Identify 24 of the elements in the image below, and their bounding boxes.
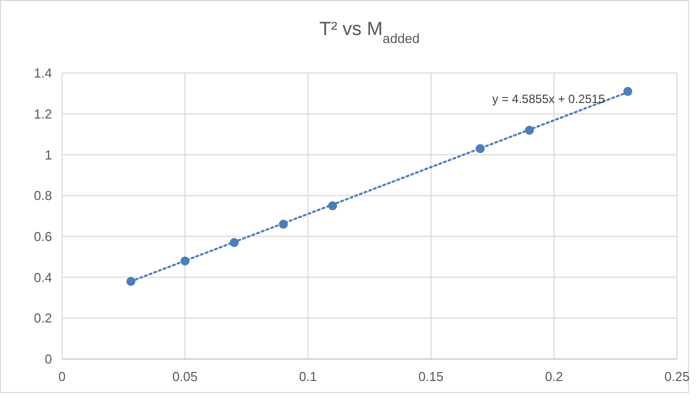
point <box>230 238 239 248</box>
y-tick-label: 0.4 <box>34 270 52 285</box>
y-tick-label: 1 <box>44 147 52 162</box>
point <box>328 201 338 210</box>
y-tick-label: 1.4 <box>34 66 52 81</box>
y-tick-label: 0 <box>44 352 52 367</box>
y-tick-label: 1.2 <box>34 106 52 122</box>
point <box>524 126 534 135</box>
point <box>623 86 632 96</box>
point <box>278 220 288 229</box>
point <box>126 276 136 286</box>
x-tick-label: 0.1 <box>298 369 318 384</box>
point <box>476 144 485 154</box>
y-tick-label: 0.6 <box>34 228 52 244</box>
x-tick-label: 0.05 <box>172 369 198 384</box>
y-tick-label: 0.2 <box>34 310 52 326</box>
x-tick-label: 0.25 <box>664 369 690 384</box>
y-tick-label: 0.8 <box>34 188 52 204</box>
x-tick-label: 0 <box>58 369 66 384</box>
point <box>180 256 190 266</box>
x-tick-label: 0.2 <box>544 369 564 384</box>
x-tick-label: 0.15 <box>418 369 444 384</box>
chart-title: T² vs M$_{added}$ <box>319 19 420 46</box>
annotation: y = 4.5855x + 0.2515 <box>492 92 606 106</box>
